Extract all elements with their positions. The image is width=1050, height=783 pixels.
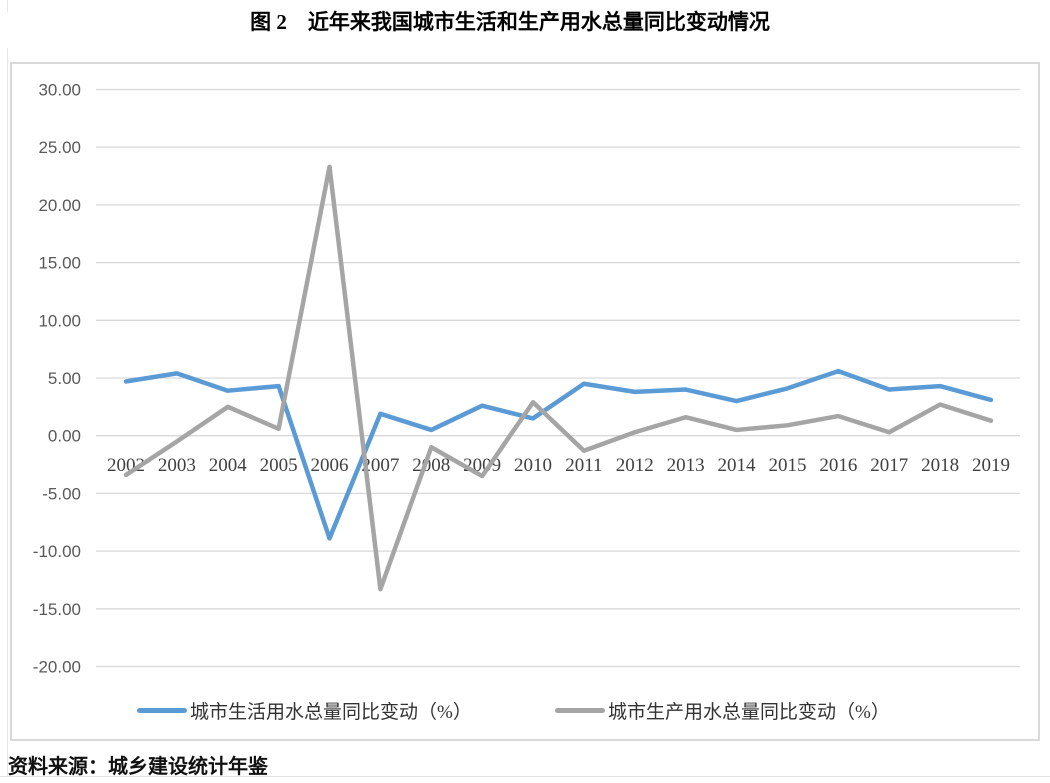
svg-text:2010: 2010: [514, 455, 552, 476]
svg-text:2013: 2013: [667, 455, 705, 476]
bottom-divider: [0, 776, 1050, 777]
svg-text:2011: 2011: [565, 455, 602, 476]
svg-text:2016: 2016: [819, 455, 857, 476]
legend-item-domestic-water: 城市生活用水总量同比变动（%）: [137, 697, 472, 723]
svg-text:2006: 2006: [311, 455, 349, 476]
chart-title: 图 2 近年来我国城市生活和生产用水总量同比变动情况: [250, 10, 770, 34]
line-chart-canvas: 30.00 25.00 20.00 15.00 10.00 5.00 0.00 -5.00 -1…: [33, 81, 1020, 677]
svg-text:-15.00: -15.00: [33, 600, 81, 619]
svg-text:2003: 2003: [158, 455, 196, 476]
svg-text:30.00: 30.00: [38, 81, 81, 100]
svg-text:2018: 2018: [921, 455, 959, 476]
svg-text:15.00: 15.00: [38, 254, 81, 273]
svg-text:2012: 2012: [616, 455, 654, 476]
chart-area: 30.00 25.00 20.00 15.00 10.00 5.00 0.00 -5.00 -1…: [10, 62, 1040, 741]
source-note: 资料来源：城乡建设统计年鉴: [8, 756, 268, 778]
svg-text:-20.00: -20.00: [33, 658, 81, 677]
left-border-fragment: [7, 48, 8, 777]
svg-text:5.00: 5.00: [48, 369, 81, 388]
svg-text:10.00: 10.00: [38, 311, 81, 330]
svg-text:-5.00: -5.00: [42, 484, 81, 503]
legend-label-production: 城市生产用水总量同比变动（%）: [608, 701, 890, 723]
svg-text:2015: 2015: [768, 455, 806, 476]
svg-text:25.00: 25.00: [38, 138, 81, 157]
legend-label-domestic: 城市生活用水总量同比变动（%）: [190, 701, 472, 723]
left-border-fragment-top: [7, 0, 8, 12]
svg-text:2008: 2008: [412, 455, 450, 476]
svg-text:20.00: 20.00: [38, 196, 81, 215]
svg-text:2019: 2019: [972, 455, 1010, 476]
legend-item-production-water: 城市生产用水总量同比变动（%）: [555, 697, 890, 723]
svg-text:-10.00: -10.00: [33, 542, 81, 561]
svg-text:2007: 2007: [361, 455, 399, 476]
svg-text:0.00: 0.00: [48, 427, 81, 446]
production-series-line-icon: [555, 707, 605, 713]
domestic-series-line-icon: [137, 707, 187, 713]
svg-text:2014: 2014: [718, 455, 757, 476]
svg-text:2005: 2005: [260, 455, 298, 476]
svg-text:2017: 2017: [870, 455, 908, 476]
svg-text:2004: 2004: [209, 455, 248, 476]
